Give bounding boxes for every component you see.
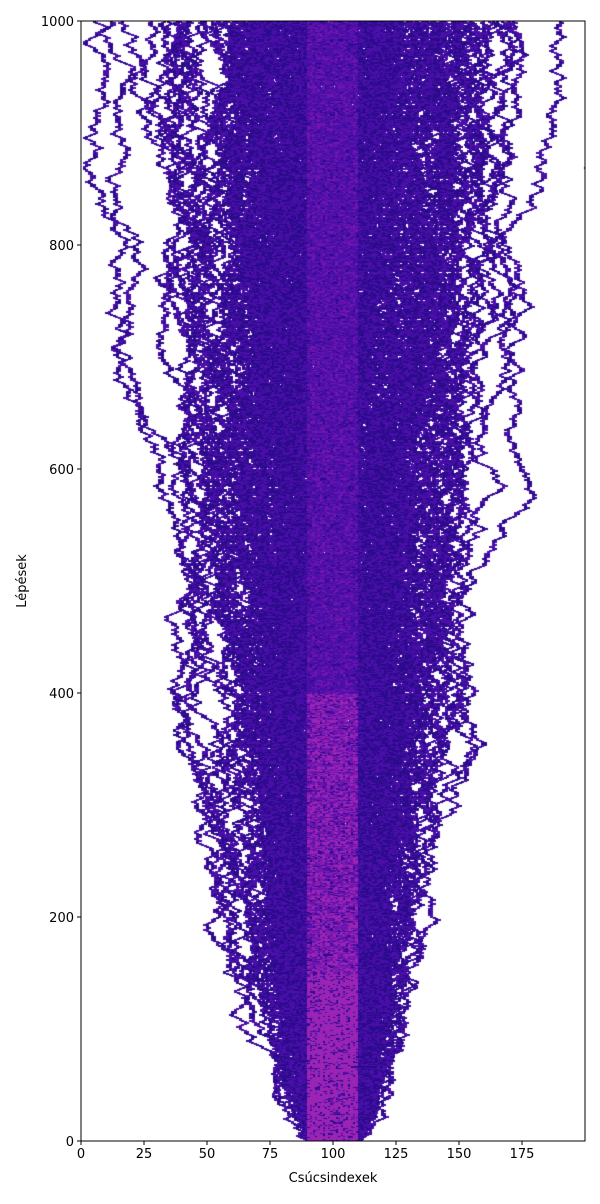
y-tick-label: 200	[49, 911, 74, 926]
y-tick-label: 600	[49, 463, 74, 478]
y-tick-label: 1000	[41, 15, 74, 30]
x-tick-label: 150	[447, 1147, 472, 1162]
y-tick-label: 800	[49, 239, 74, 254]
y-axis-ticks: 0 200 400 600 800 1000	[41, 15, 81, 1150]
x-tick-label: 125	[384, 1147, 409, 1162]
y-tick-label: 0	[66, 1135, 74, 1150]
heatmap-image	[81, 21, 585, 1141]
x-tick-label: 75	[262, 1147, 279, 1162]
x-tick-label: 100	[321, 1147, 346, 1162]
x-tick-label: 25	[136, 1147, 153, 1162]
heatmap-area	[81, 21, 585, 1141]
x-axis-ticks: 0 25 50 75 100 125 150 175	[77, 1141, 535, 1162]
x-tick-label: 0	[77, 1147, 85, 1162]
y-tick-label: 400	[49, 687, 74, 702]
x-axis-label: Csúcsindexek	[289, 1171, 378, 1186]
x-tick-label: 175	[510, 1147, 535, 1162]
x-tick-label: 50	[199, 1147, 216, 1162]
y-axis-label: Lépések	[15, 554, 30, 608]
